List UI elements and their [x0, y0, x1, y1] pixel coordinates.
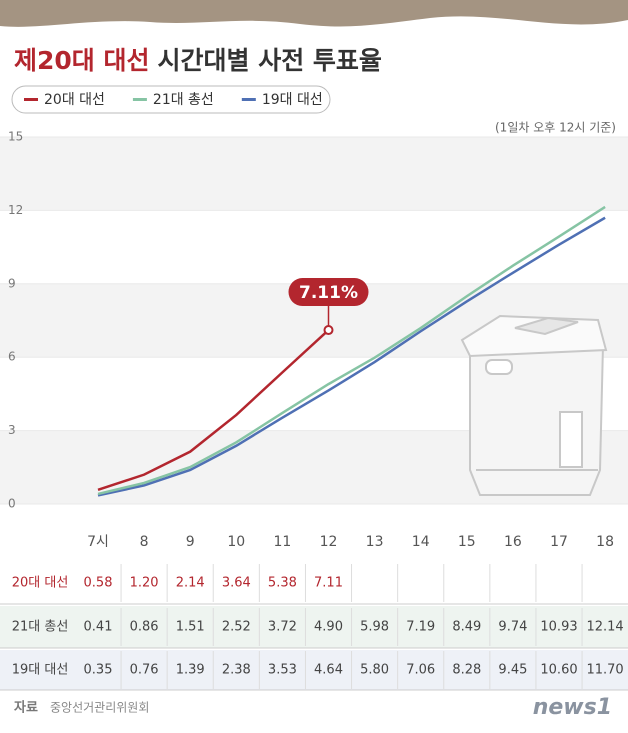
table-cell: 0.41 — [84, 620, 113, 635]
series-line — [97, 329, 330, 491]
x-tick-label: 16 — [504, 534, 522, 550]
y-tick-label: 0 — [8, 497, 16, 511]
x-tick-label: 13 — [366, 534, 384, 550]
table-row-label: 19대 대선 — [12, 663, 69, 678]
table-cell: 5.98 — [360, 620, 389, 635]
table-cell: 1.39 — [176, 663, 205, 678]
table-cell: 8.49 — [452, 620, 481, 635]
title-highlight: 제20대 대선 — [14, 46, 150, 75]
x-tick-label: 10 — [227, 534, 245, 550]
y-tick-label: 3 — [8, 423, 16, 437]
legend-label: 21대 총선 — [153, 92, 214, 108]
table-cell: 5.80 — [360, 663, 389, 678]
banner — [0, 0, 628, 27]
grid-band — [0, 137, 628, 211]
table-cell: 0.35 — [84, 663, 113, 678]
table-cell: 4.64 — [314, 663, 343, 678]
table-cell: 8.28 — [452, 663, 481, 678]
x-tick-label: 7시 — [87, 534, 109, 550]
table-cell: 3.53 — [268, 663, 297, 678]
x-tick-label: 18 — [596, 534, 614, 550]
table-cell: 5.38 — [268, 576, 297, 591]
table-cell: 1.20 — [130, 576, 159, 591]
table-row-bg — [0, 606, 628, 648]
table-cell: 3.64 — [222, 576, 251, 591]
table-cell: 2.14 — [176, 576, 205, 591]
table-cell: 12.14 — [586, 620, 623, 635]
legend-box — [11, 85, 331, 114]
y-tick-label: 9 — [8, 276, 16, 290]
chart-title: 제20대 대선 시간대별 사전 투표율 — [14, 46, 382, 75]
note: (1일차 오후 12시 기준) — [495, 121, 616, 135]
series-line — [97, 216, 606, 497]
table-cell: 0.58 — [84, 576, 113, 591]
x-tick-label: 17 — [550, 534, 568, 550]
table-row-label: 21대 총선 — [12, 620, 69, 635]
table-cell: 7.11 — [314, 576, 343, 591]
table-cell: 0.86 — [130, 620, 159, 635]
x-tick-label: 15 — [458, 534, 476, 550]
table-cell: 2.38 — [222, 663, 251, 678]
legend-label: 20대 대선 — [44, 92, 105, 108]
table-cell: 1.51 — [176, 620, 205, 635]
table-cell: 11.70 — [586, 663, 623, 678]
source-label: 자료 — [14, 701, 38, 716]
table-cell: 2.52 — [222, 620, 251, 635]
x-tick-label: 9 — [186, 534, 195, 550]
x-tick-label: 8 — [140, 534, 149, 550]
legend-label: 19대 대선 — [262, 92, 323, 108]
table-cell: 4.90 — [314, 620, 343, 635]
y-tick-label: 15 — [8, 130, 23, 144]
table-cell: 10.60 — [540, 663, 577, 678]
title-main: 시간대별 사전 투표율 — [158, 46, 382, 75]
table-row-bg — [0, 562, 628, 604]
table-row-bg — [0, 650, 628, 690]
table-cell: 0.76 — [130, 663, 159, 678]
table-cell: 10.93 — [540, 620, 577, 635]
ballot-box — [460, 314, 608, 496]
table-cell: 9.74 — [498, 620, 527, 635]
table-cell: 7.06 — [406, 663, 435, 678]
table-row-label: 20대 대선 — [12, 576, 69, 591]
table-cell: 9.45 — [498, 663, 527, 678]
annotation: 7.11% — [299, 283, 358, 303]
source: 중앙선거관리위원회 — [50, 701, 149, 715]
series-line — [97, 205, 606, 496]
x-tick-label: 11 — [273, 534, 291, 550]
y-tick-label: 6 — [8, 350, 16, 364]
table-cell: 7.19 — [406, 620, 435, 635]
y-tick-label: 12 — [8, 203, 23, 217]
logo: news1 — [533, 695, 612, 720]
annotation-bubble — [288, 278, 369, 307]
table-cell: 3.72 — [268, 620, 297, 635]
point-marker — [323, 325, 334, 336]
x-tick-label: 12 — [320, 534, 338, 550]
x-tick-label: 14 — [412, 534, 430, 550]
